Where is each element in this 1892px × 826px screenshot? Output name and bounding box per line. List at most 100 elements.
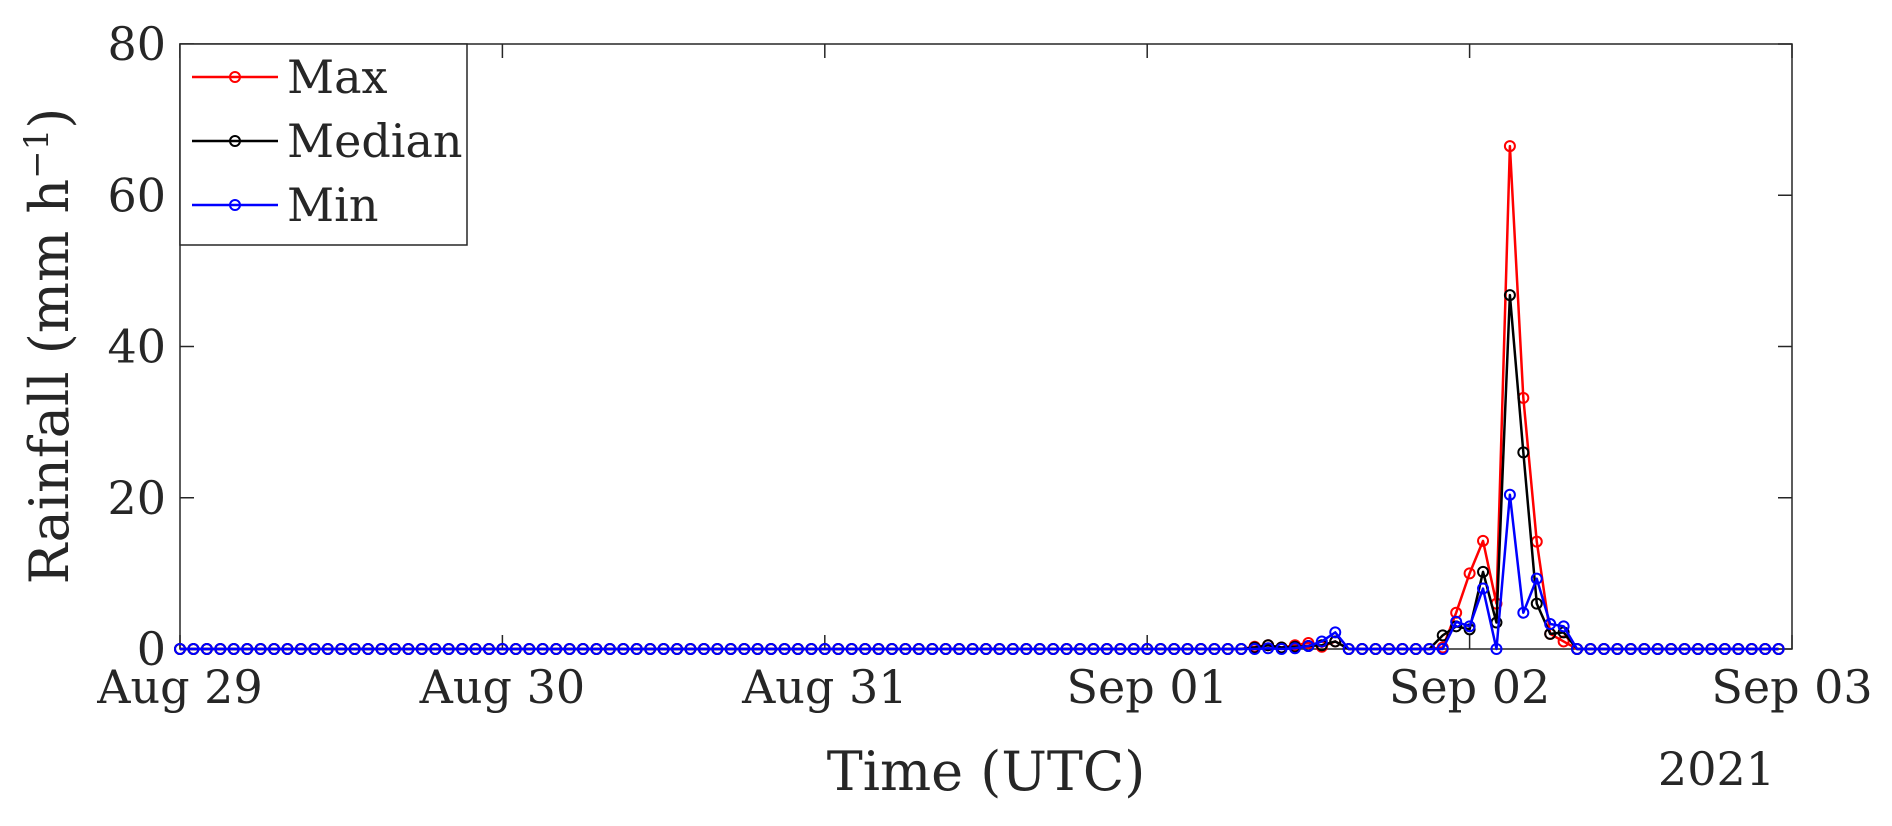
y-tick-label: 80 bbox=[107, 17, 166, 71]
series-layer bbox=[174, 140, 1785, 655]
data-point bbox=[1718, 643, 1731, 655]
data-point bbox=[1678, 643, 1691, 655]
data-point bbox=[1369, 643, 1382, 655]
data-point bbox=[1356, 643, 1369, 655]
data-point bbox=[1530, 597, 1543, 610]
data-point bbox=[859, 643, 872, 655]
legend-swatch-marker bbox=[229, 135, 241, 147]
y-axis: 0 20 40 60 80 bbox=[107, 17, 1792, 676]
x-tick-label: Aug 31 bbox=[741, 660, 907, 714]
data-point bbox=[751, 643, 764, 655]
data-point bbox=[765, 643, 778, 655]
data-point bbox=[1181, 643, 1194, 655]
data-point bbox=[939, 643, 952, 655]
data-point bbox=[1477, 565, 1490, 578]
data-point bbox=[1517, 446, 1530, 459]
x-axis-title: Time (UTC) bbox=[827, 740, 1146, 803]
data-point bbox=[1477, 534, 1490, 547]
x-axis: Aug 29 Aug 30 Aug 31 Sep 01 Sep 02 Sep 03 bbox=[96, 44, 1873, 714]
data-point bbox=[1530, 572, 1543, 585]
year-label: 2021 bbox=[1658, 742, 1775, 796]
data-point bbox=[791, 643, 804, 655]
data-point bbox=[1463, 620, 1476, 633]
data-point bbox=[388, 643, 401, 655]
data-point bbox=[899, 643, 912, 655]
data-point bbox=[671, 643, 684, 655]
data-point bbox=[254, 643, 267, 655]
data-point bbox=[1154, 643, 1167, 655]
data-point bbox=[966, 643, 979, 655]
data-point bbox=[321, 643, 334, 655]
data-point bbox=[509, 643, 522, 655]
data-point bbox=[912, 643, 925, 655]
data-point bbox=[1584, 643, 1597, 655]
data-point bbox=[1745, 643, 1758, 655]
data-point bbox=[832, 643, 845, 655]
y-tick-label: 40 bbox=[107, 320, 166, 374]
data-point bbox=[442, 643, 455, 655]
data-point bbox=[1597, 643, 1610, 655]
data-point bbox=[281, 643, 294, 655]
x-tick-label: Aug 30 bbox=[419, 660, 585, 714]
legend-swatch-marker bbox=[229, 199, 241, 211]
data-point bbox=[1383, 643, 1395, 655]
data-point bbox=[1450, 615, 1463, 628]
data-point bbox=[1087, 643, 1100, 655]
y-axis-title-superscript: −1 bbox=[17, 129, 57, 179]
data-point bbox=[644, 643, 657, 655]
data-point bbox=[1221, 643, 1234, 655]
data-point bbox=[1463, 567, 1476, 580]
data-point bbox=[697, 643, 710, 655]
data-point bbox=[429, 643, 442, 655]
x-tick-label: Aug 29 bbox=[96, 660, 262, 714]
data-point bbox=[1732, 643, 1745, 655]
data-point bbox=[1235, 643, 1248, 655]
data-point bbox=[885, 643, 898, 655]
data-point bbox=[577, 643, 589, 655]
data-point bbox=[1020, 643, 1033, 655]
data-point bbox=[1665, 643, 1678, 655]
data-point bbox=[805, 643, 818, 655]
x-tick-label: Sep 02 bbox=[1389, 660, 1550, 714]
data-point bbox=[482, 643, 495, 655]
data-point bbox=[1288, 642, 1301, 655]
data-point bbox=[993, 643, 1006, 655]
data-point bbox=[1436, 629, 1449, 642]
data-point bbox=[1168, 643, 1181, 655]
y-tick-label: 60 bbox=[107, 168, 166, 222]
data-point bbox=[1557, 620, 1570, 633]
data-point bbox=[1114, 643, 1127, 655]
data-point bbox=[738, 643, 751, 655]
data-point bbox=[241, 643, 254, 655]
data-point bbox=[1262, 642, 1275, 655]
legend-swatch-marker bbox=[229, 71, 241, 83]
data-point bbox=[603, 643, 616, 655]
data-point bbox=[926, 643, 939, 655]
data-point bbox=[1060, 643, 1073, 655]
data-point bbox=[1651, 643, 1664, 655]
data-point bbox=[657, 643, 670, 655]
data-point bbox=[1517, 606, 1530, 619]
data-point bbox=[980, 643, 992, 655]
data-point bbox=[348, 643, 361, 655]
legend-label: Median bbox=[287, 114, 463, 168]
data-point bbox=[308, 643, 321, 655]
data-point bbox=[1544, 618, 1557, 631]
data-point bbox=[845, 643, 858, 655]
y-tick-label: 20 bbox=[107, 471, 166, 525]
data-point bbox=[1275, 643, 1288, 655]
data-point bbox=[187, 643, 200, 655]
data-point bbox=[268, 643, 281, 655]
data-point bbox=[1490, 643, 1503, 655]
data-point bbox=[590, 643, 603, 655]
data-point bbox=[1436, 643, 1449, 655]
data-point bbox=[550, 643, 563, 655]
data-point bbox=[1100, 643, 1113, 655]
data-point bbox=[1074, 643, 1087, 655]
y-tick-label: 0 bbox=[137, 622, 166, 676]
data-point bbox=[630, 643, 643, 655]
data-point bbox=[724, 643, 737, 655]
data-point bbox=[1571, 643, 1584, 655]
data-point bbox=[214, 643, 227, 655]
